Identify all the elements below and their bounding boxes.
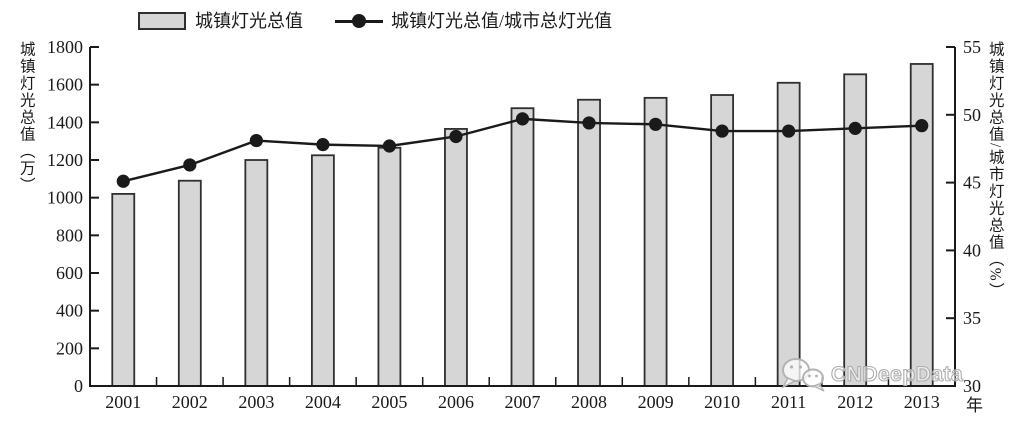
line-point-2011 <box>782 124 796 138</box>
x-tick-2007: 2007 <box>505 392 541 412</box>
right-axis-tick-50: 50 <box>963 105 981 125</box>
legend-line-swatch <box>335 14 383 28</box>
line-point-2006 <box>449 129 463 144</box>
bar-2005 <box>377 146 402 387</box>
line-point-2004 <box>316 138 330 152</box>
left-axis-tick-1800: 1800 <box>47 37 83 57</box>
left-axis-tick-1400: 1400 <box>47 112 83 132</box>
left-axis-tick-200: 200 <box>56 338 83 358</box>
left-axis-tick-800: 800 <box>56 225 83 245</box>
right-axis-tick-35: 35 <box>963 308 981 328</box>
x-tick-2010: 2010 <box>704 392 740 412</box>
right-axis-tick-30: 30 <box>963 376 981 396</box>
bar-2003 <box>244 159 269 387</box>
bar-2010 <box>710 94 735 387</box>
line-point-2009 <box>648 117 663 131</box>
line-point-2002 <box>183 158 197 172</box>
bar-2009 <box>643 96 668 387</box>
line-point-2013 <box>915 119 929 133</box>
legend: 城镇灯光总值 城镇灯光总值/城市总灯光值 <box>138 12 612 30</box>
x-tick-2013: 2013 <box>904 392 940 412</box>
x-axis-unit-label: 年 <box>966 396 983 415</box>
line-point-2005 <box>382 139 397 153</box>
x-tick-2001: 2001 <box>105 392 141 412</box>
left-axis-tick-1000: 1000 <box>47 188 83 208</box>
legend-bar-label: 城镇灯光总值 <box>195 11 303 31</box>
left-axis-tick-1600: 1600 <box>47 75 83 95</box>
legend-bar-swatch <box>138 12 186 30</box>
x-tick-2003: 2003 <box>238 392 274 412</box>
line-point-2007 <box>515 112 530 126</box>
bar-2002 <box>177 179 202 387</box>
x-tick-2004: 2004 <box>305 392 341 412</box>
x-tick-2006: 2006 <box>438 392 474 412</box>
right-axis-tick-40: 40 <box>963 240 981 260</box>
legend-dot-mark <box>352 14 366 28</box>
x-tick-2009: 2009 <box>638 392 674 412</box>
line-point-2010 <box>715 124 729 138</box>
bar-2006 <box>444 128 468 387</box>
bar-2001 <box>111 192 136 387</box>
bar-2013 <box>909 63 934 387</box>
line-point-2001 <box>116 174 130 188</box>
legend-line-label: 城镇灯光总值/城市总灯光值 <box>391 11 612 31</box>
bar-2008 <box>577 98 601 387</box>
line-point-2003 <box>249 133 263 148</box>
left-axis-tick-1200: 1200 <box>47 150 83 170</box>
x-tick-2008: 2008 <box>571 392 607 412</box>
right-axis-tick-55: 55 <box>963 37 981 57</box>
left-axis-title: 城镇灯光总值（万） <box>17 41 35 194</box>
x-tick-2011: 2011 <box>771 392 806 412</box>
left-axis-tick-400: 400 <box>56 301 83 321</box>
right-axis-title: 城镇灯光总值/城市灯光总值（%） <box>986 41 1004 300</box>
bar-2012 <box>843 73 868 387</box>
bar-2007 <box>510 107 535 387</box>
line-point-2008 <box>582 116 596 130</box>
right-axis-tick-45: 45 <box>963 173 981 193</box>
x-tick-2012: 2012 <box>837 392 873 412</box>
left-axis-tick-600: 600 <box>56 263 83 283</box>
x-tick-2002: 2002 <box>172 392 208 412</box>
bar-2004 <box>310 154 335 387</box>
line-point-2012 <box>848 121 862 135</box>
left-axis-tick-0: 0 <box>74 376 83 396</box>
x-tick-2005: 2005 <box>371 392 407 412</box>
